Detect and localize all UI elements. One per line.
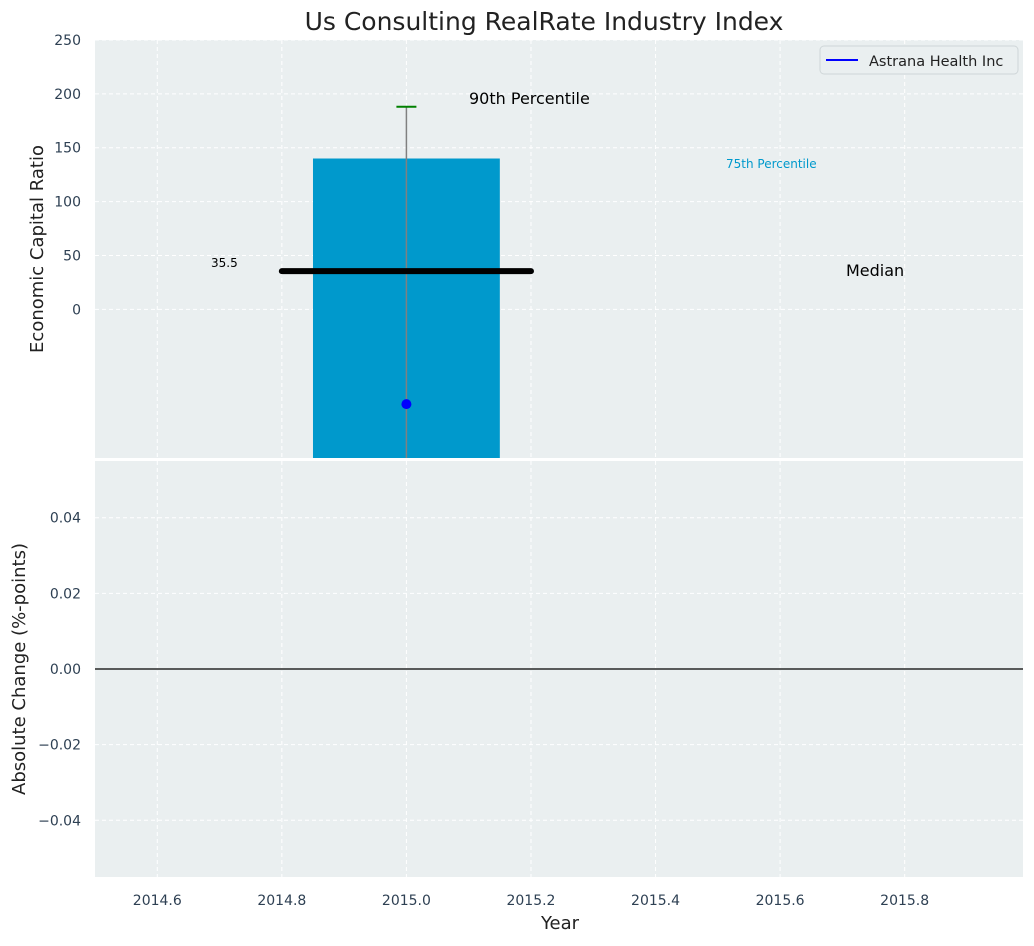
top-y-tick-label: 250: [54, 33, 81, 49]
company-point: [401, 399, 412, 410]
bottom-y-tick-label: 0.02: [50, 586, 81, 602]
x-tick-label: 2015.0: [382, 893, 431, 909]
x-tick-label: 2015.8: [880, 893, 929, 909]
bottom-y-tick-label: 0.04: [50, 511, 81, 527]
legend-label: Astrana Health Inc: [869, 54, 1003, 70]
median-label: Median: [846, 261, 904, 280]
top-y-tick-label: 150: [54, 141, 81, 157]
x-tick-label: 2015.4: [631, 893, 680, 909]
x-tick-label: 2014.6: [133, 893, 182, 909]
x-tick-label: 2014.8: [257, 893, 306, 909]
bottom-y-tick-label: −0.04: [38, 813, 81, 829]
legend-box: [819, 45, 1019, 75]
top-y-tick-label: 50: [63, 248, 81, 264]
x-tick-label: 2015.6: [756, 893, 805, 909]
x-tick-label: 2015.2: [506, 893, 555, 909]
chart-title: Us Consulting RealRate Industry Index: [305, 7, 784, 36]
bottom-y-tick-label: 0.00: [50, 662, 81, 678]
top-y-axis-label: Economic Capital Ratio: [27, 145, 48, 353]
top-y-tick-label: 0: [72, 302, 81, 318]
p90-label: 90th Percentile: [469, 89, 590, 108]
top-plot-area: [95, 40, 1023, 458]
top-y-tick-label: 100: [54, 195, 81, 211]
top-y-tick-label: 200: [54, 87, 81, 103]
bottom-y-tick-label: −0.02: [38, 738, 81, 754]
x-axis-label: Year: [540, 913, 580, 934]
p75-label: 75th Percentile: [726, 157, 817, 171]
bottom-y-axis-label: Absolute Change (%-points): [9, 543, 30, 795]
median-value-label: 35.5: [211, 256, 238, 270]
